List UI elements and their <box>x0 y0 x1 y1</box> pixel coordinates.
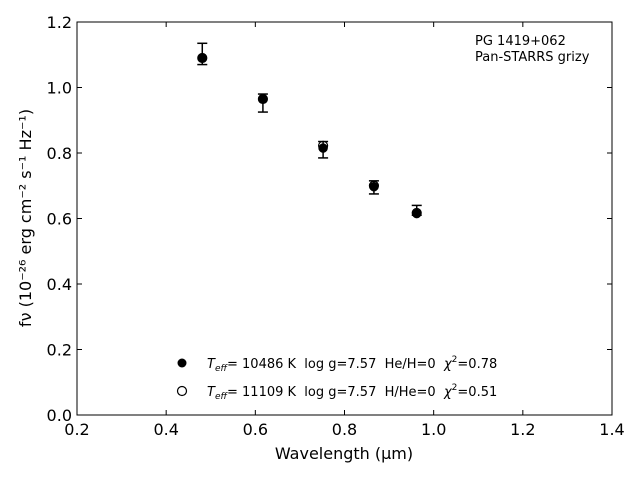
open-circle-point <box>197 52 208 64</box>
y-axis-label: fν (10⁻²⁶ erg cm⁻² s⁻¹ Hz⁻¹) <box>16 109 35 327</box>
legend-marker-filled <box>177 358 187 368</box>
data-markers <box>197 52 422 219</box>
x-axis-ticks: 0.2 0.4 0.6 0.8 1.0 1.2 1.4 <box>64 22 625 439</box>
y-axis-ticks: 0.0 0.2 0.4 0.6 0.8 1.0 1.2 <box>47 13 612 425</box>
y-tick-label: 1.0 <box>47 79 72 98</box>
x-tick-label: 0.6 <box>243 420 268 439</box>
x-axis-label: Wavelength (μm) <box>275 444 413 463</box>
open-circle-point <box>257 93 269 105</box>
open-circle-point <box>318 140 329 151</box>
y-tick-label: 1.2 <box>47 13 72 32</box>
annotation-line-2: Pan-STARRS grizy <box>475 50 590 65</box>
x-tick-label: 0.8 <box>332 420 357 439</box>
x-tick-label: 0.2 <box>64 420 89 439</box>
legend-marker-open <box>176 385 188 397</box>
legend-label-1: Teff= 10486 K log g=7.57 He/H=0 χ2=0.78 <box>207 355 497 374</box>
legend-label-2: Teff= 11109 K log g=7.57 H/He=0 χ2=0.51 <box>207 383 497 402</box>
open-circle-point <box>411 207 422 219</box>
annotation-line-1: PG 1419+062 <box>475 34 566 49</box>
y-tick-label: 0.8 <box>47 144 72 163</box>
y-tick-label: 0.4 <box>47 275 72 294</box>
error-bars <box>197 42 422 216</box>
filled-circle-point <box>318 143 328 153</box>
x-tick-label: 1.4 <box>599 420 624 439</box>
x-tick-label: 1.0 <box>421 420 446 439</box>
y-tick-label: 0.0 <box>47 406 72 425</box>
legend: Teff= 10486 K log g=7.57 He/H=0 χ2=0.78 … <box>176 355 497 402</box>
x-tick-label: 1.2 <box>510 420 535 439</box>
open-circle-point <box>368 180 380 191</box>
x-tick-label: 0.4 <box>153 420 178 439</box>
y-tick-label: 0.6 <box>47 210 72 229</box>
y-tick-label: 0.2 <box>47 341 72 360</box>
